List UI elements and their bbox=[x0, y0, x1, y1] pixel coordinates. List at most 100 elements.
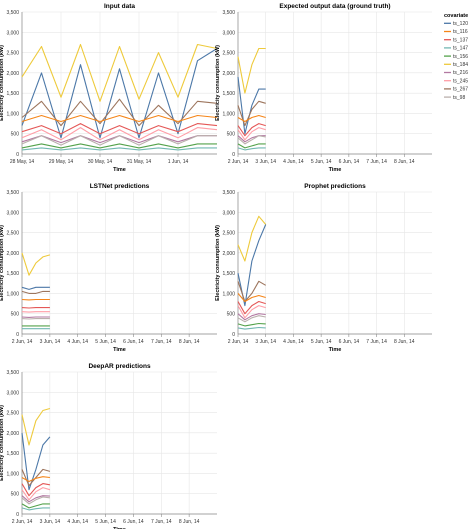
y-tick-label: 3,000 bbox=[6, 30, 19, 36]
legend-item-label: ts_184 bbox=[453, 62, 468, 68]
series-line-ts_137 bbox=[237, 300, 266, 315]
x-tick-label: 5 Jun, 14 bbox=[311, 159, 332, 165]
series-line-ts_120 bbox=[21, 286, 50, 290]
series-line-ts_98 bbox=[21, 496, 50, 505]
chart-title: LSTNet predictions bbox=[90, 183, 150, 190]
x-tick-label: 2 Jun, 14 bbox=[12, 519, 33, 525]
chart-panel-3: 0 500 1,000 1,500 2,000 2,500 3,000 3,500 2 Jun,… bbox=[215, 183, 432, 353]
x-tick-label: 3 Jun, 14 bbox=[40, 519, 61, 525]
y-tick-label: 2,000 bbox=[222, 71, 235, 77]
series-line-ts_245 bbox=[237, 305, 266, 319]
y-tick-label: 500 bbox=[227, 132, 236, 138]
series-line-ts_147 bbox=[21, 147, 217, 151]
series-line-ts_245 bbox=[237, 127, 266, 141]
x-tick-label: 8 Jun, 14 bbox=[394, 159, 415, 165]
x-tick-label: 8 Jun, 14 bbox=[179, 519, 200, 525]
series-line-ts_184 bbox=[21, 407, 51, 446]
series-line-ts_156 bbox=[21, 503, 50, 509]
series-line-ts_267 bbox=[237, 280, 266, 303]
y-tick-label: 2,000 bbox=[6, 431, 19, 437]
y-tick-label: 1,500 bbox=[222, 271, 235, 277]
legend-item-label: ts_245 bbox=[453, 78, 468, 84]
x-tick-label: 6 Jun, 14 bbox=[339, 159, 360, 165]
x-tick-label: 4 Jun, 14 bbox=[283, 159, 304, 165]
x-axis-title: Time bbox=[113, 167, 126, 173]
y-tick-label: 2,000 bbox=[222, 251, 235, 257]
series-line-ts_245 bbox=[21, 487, 51, 501]
x-tick-label: 8 Jun, 14 bbox=[394, 339, 415, 345]
y-tick-label: 3,000 bbox=[222, 30, 235, 36]
x-tick-label: 28 May, 14 bbox=[10, 159, 35, 165]
legend-item-label: ts_120 bbox=[453, 21, 468, 27]
x-tick-label: 2 Jun, 14 bbox=[228, 159, 249, 165]
series-line-ts_120 bbox=[237, 76, 266, 135]
y-tick-label: 0 bbox=[16, 332, 19, 338]
x-axis-title: Time bbox=[329, 167, 342, 173]
series-line-ts_120 bbox=[21, 432, 51, 491]
y-tick-label: 0 bbox=[16, 152, 19, 158]
series-line-ts_147 bbox=[237, 147, 266, 151]
y-tick-label: 3,500 bbox=[6, 370, 19, 376]
x-tick-label: 30 May, 14 bbox=[88, 159, 113, 165]
y-tick-label: 2,000 bbox=[6, 251, 19, 257]
y-tick-label: 0 bbox=[232, 332, 235, 338]
x-tick-label: 8 Jun, 14 bbox=[179, 339, 200, 345]
x-tick-label: 2 Jun, 14 bbox=[228, 339, 249, 345]
y-tick-label: 500 bbox=[11, 492, 20, 498]
y-tick-label: 2,500 bbox=[222, 51, 235, 57]
x-tick-label: 3 Jun, 14 bbox=[40, 339, 61, 345]
y-tick-label: 1,500 bbox=[222, 91, 235, 97]
series-line-ts_216 bbox=[21, 135, 217, 144]
series-line-ts_184 bbox=[21, 252, 51, 276]
series-line-ts_216 bbox=[21, 495, 50, 503]
legend-item-label: ts_98 bbox=[453, 95, 465, 101]
y-tick-label: 3,500 bbox=[222, 190, 235, 196]
chart-title: Expected output data (ground truth) bbox=[279, 3, 390, 10]
legend-item-label: ts_116 bbox=[453, 29, 468, 35]
y-tick-label: 2,500 bbox=[222, 231, 235, 237]
x-tick-label: 7 Jun, 14 bbox=[366, 339, 387, 345]
y-tick-label: 1,000 bbox=[222, 111, 235, 117]
y-tick-label: 500 bbox=[227, 312, 236, 318]
series-line-ts_137 bbox=[21, 123, 218, 135]
series-line-ts_116 bbox=[237, 293, 266, 303]
y-axis-title: Electricity consumption (kW) bbox=[0, 405, 5, 481]
x-tick-label: 1 Jun, 14 bbox=[168, 159, 189, 165]
series-line-ts_98 bbox=[21, 135, 217, 146]
x-tick-label: 5 Jun, 14 bbox=[95, 339, 116, 345]
chart-title: Prophet predictions bbox=[304, 183, 366, 190]
legend-item-label: ts_267 bbox=[453, 87, 468, 93]
y-tick-label: 2,500 bbox=[6, 51, 19, 57]
series-line-ts_116 bbox=[21, 476, 50, 483]
series-line-ts_267 bbox=[21, 290, 50, 294]
x-tick-label: 4 Jun, 14 bbox=[67, 339, 88, 345]
y-tick-label: 1,500 bbox=[6, 91, 19, 97]
chart-title: DeepAR predictions bbox=[88, 363, 151, 370]
legend-item-label: ts_216 bbox=[453, 70, 468, 76]
x-axis-title: Time bbox=[113, 527, 126, 529]
x-tick-label: 7 Jun, 14 bbox=[366, 159, 387, 165]
series-line-ts_184 bbox=[237, 215, 267, 262]
x-tick-label: 7 Jun, 14 bbox=[151, 339, 172, 345]
legend-item-label: ts_156 bbox=[453, 54, 468, 60]
y-tick-label: 1,000 bbox=[6, 471, 19, 477]
x-tick-label: 2 Jun, 14 bbox=[12, 339, 33, 345]
y-tick-label: 500 bbox=[11, 312, 20, 318]
chart-panel-2: 0 500 1,000 1,500 2,000 2,500 3,000 3,500 2 Jun,… bbox=[0, 183, 217, 353]
y-tick-label: 1,500 bbox=[6, 451, 19, 457]
series-line-ts_116 bbox=[237, 114, 266, 123]
series-line-ts_267 bbox=[237, 100, 266, 127]
series-line-ts_184 bbox=[237, 47, 266, 94]
chart-panel-1: 0 500 1,000 1,500 2,000 2,500 3,000 3,500 2 Jun,… bbox=[215, 3, 432, 173]
series-line-ts_216 bbox=[237, 313, 266, 321]
x-tick-label: 4 Jun, 14 bbox=[67, 519, 88, 525]
y-tick-label: 1,500 bbox=[6, 271, 19, 277]
chart-title: Input data bbox=[104, 3, 135, 10]
x-tick-label: 3 Jun, 14 bbox=[255, 339, 276, 345]
series-line-ts_120 bbox=[21, 48, 218, 139]
x-tick-label: 5 Jun, 14 bbox=[311, 339, 332, 345]
y-tick-label: 3,000 bbox=[6, 390, 19, 396]
series-line-ts_147 bbox=[21, 507, 50, 511]
y-axis-title: Electricity consumption (kW) bbox=[215, 45, 221, 121]
